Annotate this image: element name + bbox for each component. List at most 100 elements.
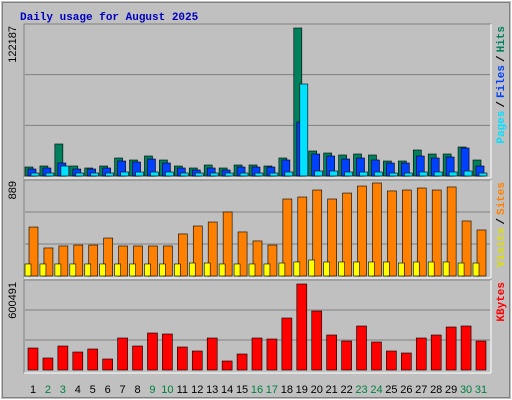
bar [60, 165, 70, 177]
bar [42, 357, 54, 371]
x-tick-label: 20 [311, 384, 323, 396]
bar [344, 171, 353, 177]
bar [221, 360, 233, 371]
bar [133, 245, 143, 277]
bar [404, 172, 413, 177]
bar [284, 171, 294, 177]
bar [389, 172, 398, 177]
x-tick-label: 6 [105, 384, 111, 396]
bar [209, 172, 219, 177]
bar [341, 340, 352, 371]
bar [269, 172, 279, 177]
bar [372, 182, 382, 277]
bar [442, 261, 450, 277]
bar [357, 185, 367, 277]
x-tick-label: 24 [370, 384, 382, 396]
bar [415, 337, 427, 371]
y-tick-label: 600491 [7, 282, 19, 319]
x-tick-label: 27 [415, 384, 427, 396]
bar [57, 345, 69, 371]
bar [457, 262, 465, 277]
x-tick-label: 19 [296, 384, 308, 396]
bar [299, 83, 309, 177]
bar [144, 263, 151, 277]
bar [87, 348, 99, 371]
x-tick-label: 8 [134, 384, 140, 396]
legend: Pages / Files / Hits [496, 26, 508, 144]
bar [359, 171, 368, 177]
bar [311, 310, 323, 371]
x-tick-label: 18 [281, 384, 293, 396]
x-tick-label: 21 [326, 384, 338, 396]
bar [461, 220, 472, 277]
bar [129, 263, 136, 277]
bar [356, 325, 367, 371]
bar [54, 263, 62, 277]
bar [297, 196, 308, 277]
bar [147, 332, 158, 371]
legend: KBytes [496, 282, 508, 322]
bar [39, 263, 47, 277]
bar [402, 189, 412, 277]
bar [150, 171, 159, 177]
bar [353, 261, 360, 277]
bar [69, 263, 77, 277]
bar [251, 337, 263, 371]
legend-entry: Sites [496, 182, 508, 215]
bar [24, 263, 32, 277]
bar [118, 245, 128, 277]
bar [103, 237, 113, 277]
bar [329, 170, 338, 177]
x-tick-label: 4 [75, 384, 81, 396]
bar [233, 263, 241, 277]
bar [180, 172, 189, 177]
bar [102, 358, 113, 371]
x-tick-label: 5 [90, 384, 96, 396]
bar [148, 245, 158, 277]
x-tick-label: 28 [430, 384, 442, 396]
bar [252, 240, 263, 277]
x-tick-label: 30 [460, 384, 472, 396]
x-tick-label: 23 [355, 384, 367, 396]
x-tick-label: 12 [191, 384, 203, 396]
bar [73, 244, 84, 277]
bar [418, 171, 428, 177]
bar [224, 172, 234, 177]
bar [236, 353, 248, 371]
bar [58, 245, 69, 277]
y-tick-label: 889 [7, 181, 19, 199]
bar [28, 226, 39, 277]
bar [460, 325, 472, 371]
bar [27, 347, 39, 371]
x-tick-label: 29 [445, 384, 457, 396]
bar [475, 340, 487, 371]
x-tick-label: 11 [177, 384, 188, 396]
bar [45, 172, 55, 177]
bar [254, 172, 264, 177]
legend-separator: / [496, 218, 508, 225]
bar [99, 263, 106, 277]
legend: Visits / Sites [496, 182, 508, 267]
bar [162, 333, 173, 371]
bar [278, 262, 286, 277]
bar [312, 189, 323, 277]
bar [120, 171, 129, 177]
x-tick-label: 22 [340, 384, 352, 396]
bar [163, 245, 173, 277]
x-tick-label: 9 [149, 384, 155, 396]
x-tick-label: 7 [120, 384, 126, 396]
bar [105, 172, 114, 177]
bar [387, 190, 397, 277]
x-tick-label: 15 [236, 384, 248, 396]
bar [188, 262, 196, 277]
x-tick-label: 10 [161, 384, 173, 396]
bar [222, 211, 233, 277]
bar [433, 171, 443, 177]
bar [293, 261, 301, 277]
bar [239, 172, 249, 177]
x-tick-label: 26 [400, 384, 412, 396]
bar [90, 172, 100, 177]
bar [338, 261, 345, 277]
